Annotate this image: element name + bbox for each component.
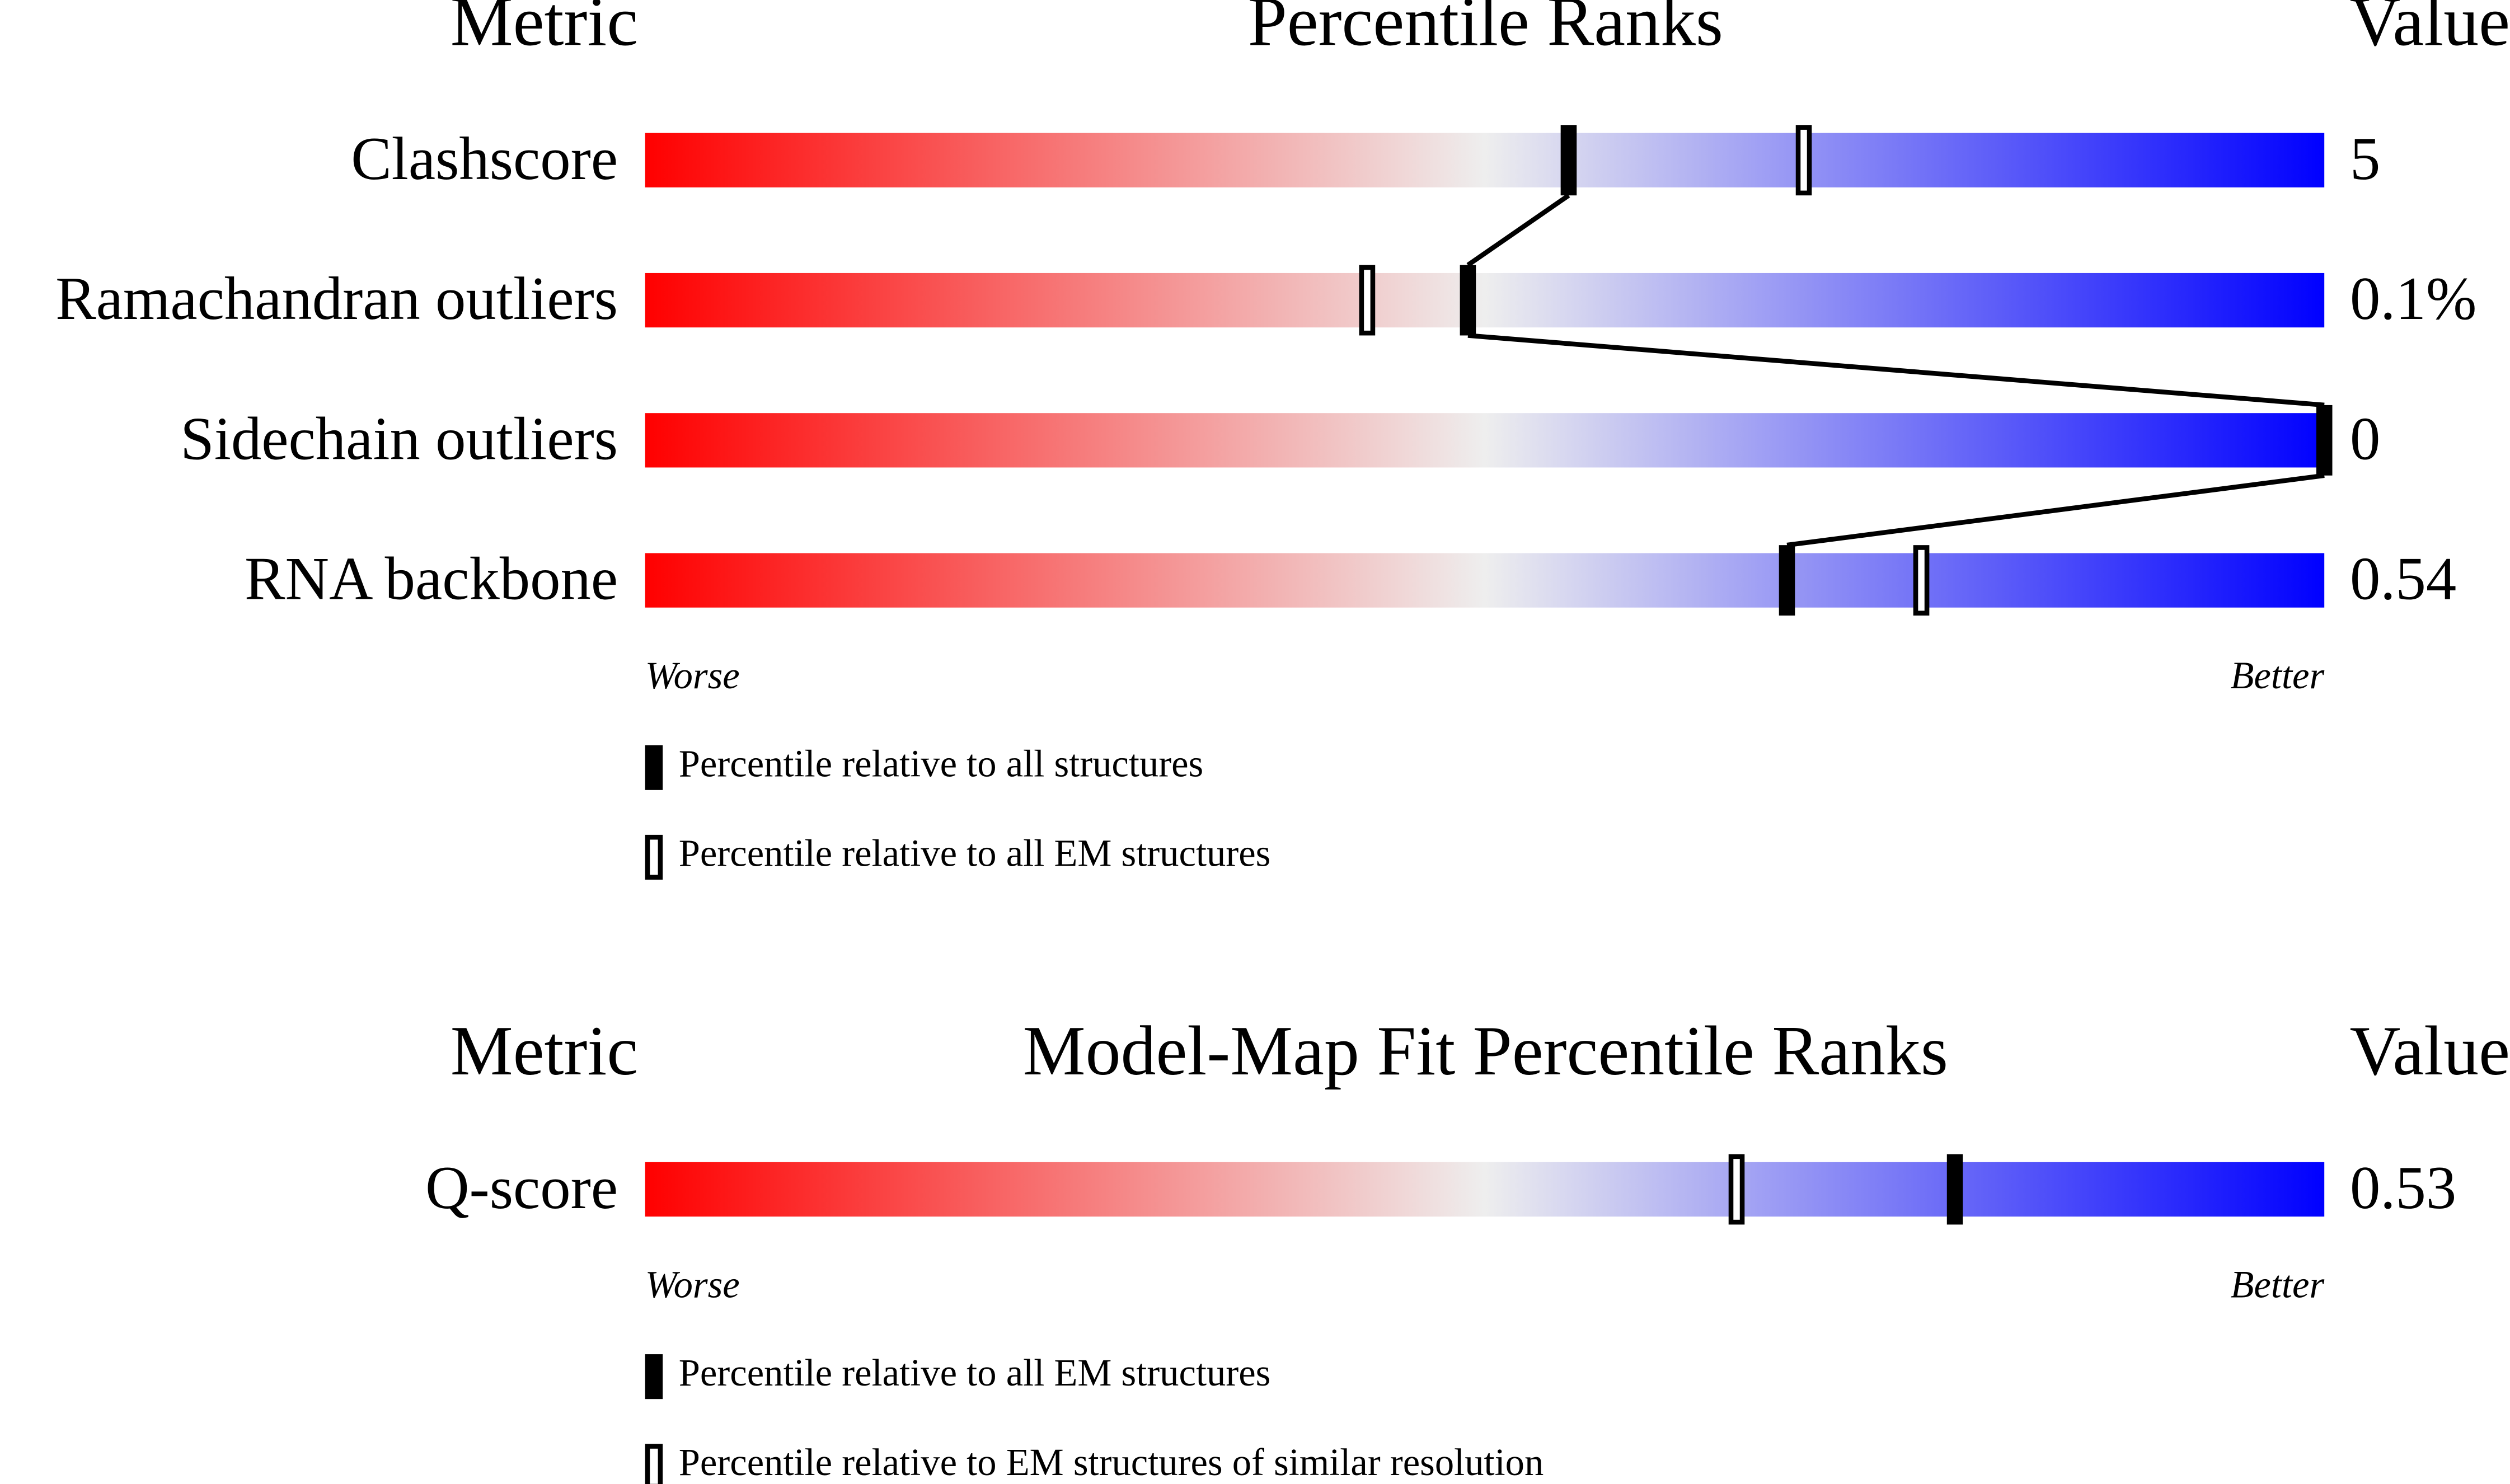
metric-header: Metric bbox=[451, 1012, 638, 1090]
legend-label: Percentile relative to all EM structures bbox=[679, 832, 1271, 875]
metric-label: RNA backbone bbox=[245, 545, 618, 613]
metric-value: 0.53 bbox=[2350, 1154, 2456, 1222]
legend-swatch bbox=[645, 1354, 663, 1400]
value-header: Value bbox=[2349, 1012, 2510, 1090]
filled-marker bbox=[2316, 405, 2333, 476]
legend-label: Percentile relative to EM structures of … bbox=[679, 1441, 1544, 1483]
metric-value: 0.54 bbox=[2350, 545, 2456, 613]
legend-swatch bbox=[645, 1444, 663, 1484]
metric-value: 0 bbox=[2350, 405, 2380, 472]
percentile-bar bbox=[645, 133, 2325, 187]
metric-label: Clashscore bbox=[351, 125, 618, 192]
metric-label: Sidechain outliers bbox=[180, 405, 618, 472]
legend-label: Percentile relative to all structures bbox=[679, 743, 1204, 785]
metric-label: Q-score bbox=[425, 1154, 618, 1222]
filled-marker bbox=[1946, 1154, 1963, 1225]
outline-marker bbox=[1913, 545, 1930, 616]
value-header: Value bbox=[2349, 0, 2510, 61]
connector-line bbox=[1467, 333, 2325, 408]
filled-marker bbox=[1779, 545, 1795, 616]
percentile-bar bbox=[645, 1162, 2325, 1217]
filled-marker bbox=[1560, 125, 1577, 196]
x-low-label: Worse bbox=[645, 1264, 740, 1306]
chart-title: Percentile Ranks bbox=[1248, 0, 1723, 61]
metric-label: Ramachandran outliers bbox=[55, 265, 618, 332]
chart-title: Model-Map Fit Percentile Ranks bbox=[1023, 1012, 1948, 1090]
legend-label: Percentile relative to all EM structures bbox=[679, 1351, 1271, 1394]
legend-swatch bbox=[645, 834, 663, 880]
x-low-label: Worse bbox=[645, 654, 740, 697]
connector-line bbox=[1786, 473, 2325, 548]
percentile-bar bbox=[645, 413, 2325, 468]
outline-marker bbox=[1795, 125, 1812, 196]
outline-marker bbox=[1728, 1154, 1745, 1225]
filled-marker bbox=[1460, 265, 1476, 336]
connector-line bbox=[1466, 193, 1570, 267]
legend-swatch bbox=[645, 745, 663, 790]
x-high-label: Better bbox=[2231, 654, 2325, 697]
x-high-label: Better bbox=[2231, 1264, 2325, 1306]
metric-value: 5 bbox=[2350, 125, 2380, 192]
metric-header: Metric bbox=[451, 0, 638, 61]
percentile-bar bbox=[645, 273, 2325, 328]
metric-value: 0.1% bbox=[2350, 265, 2476, 332]
outline-marker bbox=[1359, 265, 1376, 336]
percentile-bar bbox=[645, 553, 2325, 608]
